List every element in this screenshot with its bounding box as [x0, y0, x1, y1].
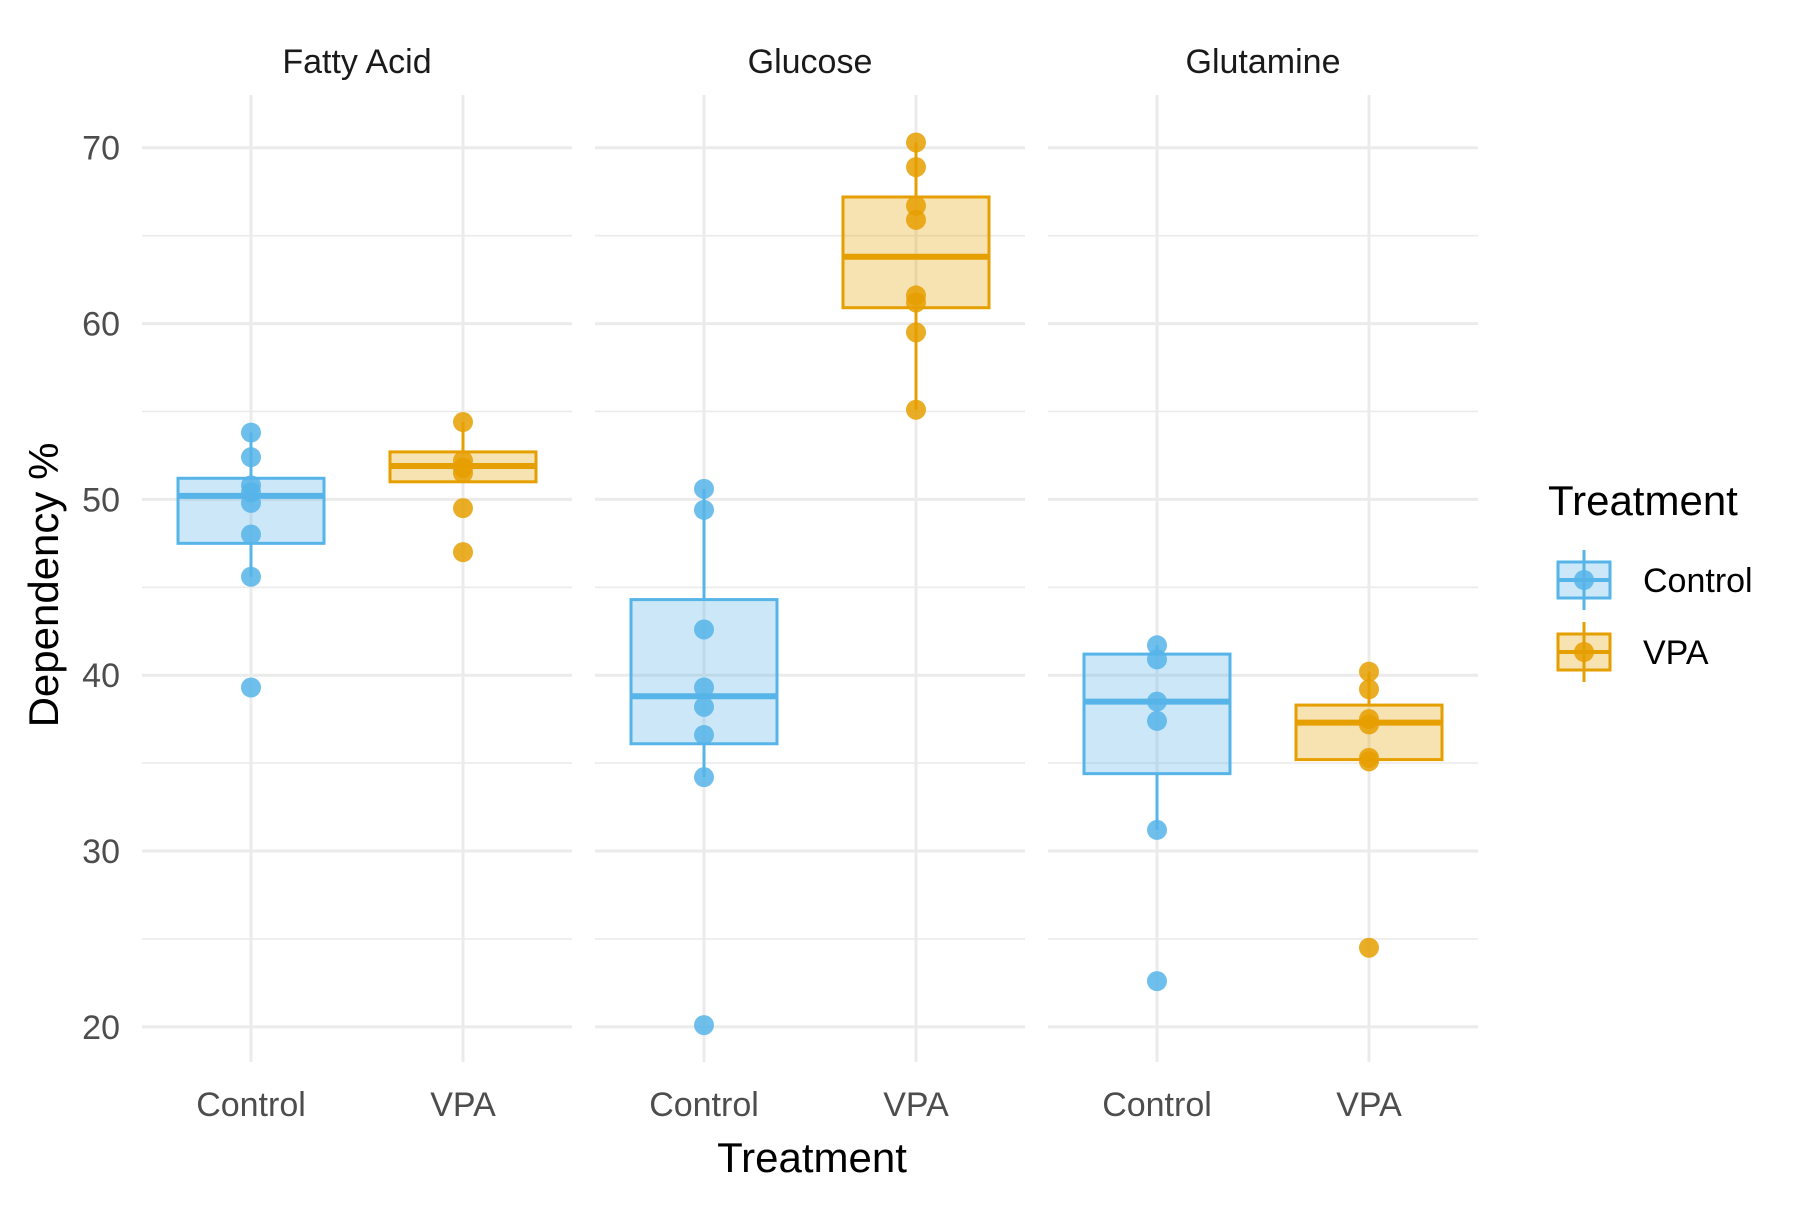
data-point — [452, 412, 473, 433]
legend-label: VPA — [1643, 634, 1709, 672]
data-point — [1358, 661, 1379, 682]
data-point — [1147, 635, 1168, 656]
chart-text: 20 30 40 50 60 70 Fatty Acid Control VPA Glucose C… — [82, 43, 1402, 1124]
data-point — [1147, 710, 1168, 731]
data-point — [1147, 649, 1168, 670]
y-tick-label: 60 — [82, 306, 120, 344]
data-point — [694, 724, 715, 745]
data-point — [1147, 819, 1168, 840]
data-point — [905, 157, 926, 178]
legend: Treatment Control VPA — [1548, 477, 1753, 682]
data-point — [241, 524, 262, 545]
legend-key-point — [1574, 642, 1594, 662]
data-point — [694, 696, 715, 717]
data-point — [241, 447, 262, 468]
box-marks — [176, 142, 1444, 830]
y-tick-label: 20 — [82, 1009, 120, 1047]
data-point — [452, 498, 473, 519]
data-point — [1358, 714, 1379, 735]
data-point — [1358, 751, 1379, 772]
x-tick-label: Control — [1102, 1086, 1212, 1124]
data-point — [241, 492, 262, 513]
data-point — [1147, 691, 1168, 712]
data-point — [694, 677, 715, 698]
data-point — [694, 767, 715, 788]
data-point — [452, 542, 473, 563]
legend-title: Treatment — [1548, 477, 1738, 524]
data-point — [1147, 971, 1168, 992]
data-point — [905, 399, 926, 420]
y-tick-label: 40 — [82, 657, 120, 695]
legend-label: Control — [1643, 562, 1753, 600]
data-point — [694, 478, 715, 499]
data-point — [694, 499, 715, 520]
legend-key-control — [1556, 550, 1612, 610]
x-tick-label: Control — [196, 1086, 306, 1124]
x-axis-title: Treatment — [717, 1134, 907, 1181]
y-tick-label: 30 — [82, 833, 120, 871]
facet-strip-label: Glutamine — [1186, 43, 1341, 81]
facet-strip-label: Glucose — [748, 43, 873, 81]
y-tick-label: 70 — [82, 130, 120, 168]
data-point — [241, 422, 262, 443]
data-point — [1358, 937, 1379, 958]
data-point — [694, 619, 715, 640]
y-tick-label: 50 — [82, 481, 120, 519]
point-marks — [241, 132, 1379, 1036]
grid-lines — [142, 95, 1478, 1062]
x-tick-label: Control — [649, 1086, 759, 1124]
data-point — [905, 322, 926, 343]
data-point — [905, 132, 926, 153]
legend-key-point — [1574, 570, 1594, 590]
x-tick-label: VPA — [430, 1086, 496, 1124]
data-point — [694, 1015, 715, 1036]
data-point — [905, 292, 926, 313]
data-point — [241, 677, 262, 698]
data-point — [905, 209, 926, 230]
legend-key-vpa — [1556, 622, 1612, 682]
x-tick-label: VPA — [1336, 1086, 1402, 1124]
data-point — [452, 463, 473, 484]
data-point — [1358, 679, 1379, 700]
x-tick-label: VPA — [883, 1086, 949, 1124]
facet-strip-label: Fatty Acid — [282, 43, 431, 81]
y-axis-title: Dependency % — [20, 443, 67, 728]
data-point — [905, 195, 926, 216]
data-point — [241, 566, 262, 587]
